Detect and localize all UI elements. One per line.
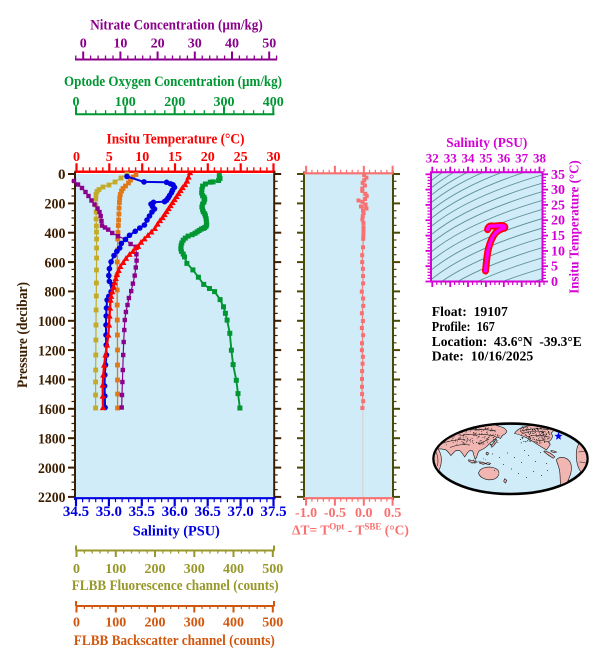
svg-text:FLBB Fluorescence channel (cou: FLBB Fluorescence channel (counts)	[72, 578, 279, 594]
svg-text:400: 400	[45, 226, 66, 242]
svg-text:400: 400	[223, 562, 244, 577]
svg-text:Insitu Temperature (°C): Insitu Temperature (°C)	[568, 160, 583, 294]
svg-text:0: 0	[73, 95, 80, 110]
svg-text:200: 200	[45, 197, 66, 213]
svg-text:200: 200	[145, 616, 166, 631]
svg-text:100: 100	[105, 616, 126, 631]
svg-text:1400: 1400	[38, 373, 66, 389]
svg-text:30: 30	[551, 183, 565, 198]
svg-text:2000: 2000	[38, 461, 66, 477]
svg-text:0: 0	[73, 150, 80, 165]
svg-text:2200: 2200	[38, 490, 66, 506]
svg-text:Salinity (PSU): Salinity (PSU)	[446, 136, 527, 151]
svg-text:300: 300	[184, 562, 205, 577]
svg-text:300: 300	[214, 95, 235, 110]
svg-text:600: 600	[45, 255, 66, 271]
svg-text:Insitu Temperature (°C): Insitu Temperature (°C)	[107, 132, 245, 148]
svg-text:0.0: 0.0	[355, 506, 373, 521]
svg-text:34.5: 34.5	[63, 504, 89, 520]
svg-text:Float: 19107: Float: 19107	[432, 305, 508, 320]
svg-text:15: 15	[551, 229, 565, 244]
svg-text:1200: 1200	[38, 343, 66, 359]
svg-text:200: 200	[164, 95, 185, 110]
svg-text:Optode Oxygen Concentration (µ: Optode Oxygen Concentration (µm/kg)	[64, 74, 282, 90]
svg-text:ΔT= TOpt - TSBE (°C): ΔT= TOpt - TSBE (°C)	[292, 522, 409, 538]
svg-text:0: 0	[73, 616, 80, 631]
svg-text:20: 20	[151, 37, 165, 52]
svg-text:20: 20	[551, 214, 565, 229]
svg-text:32: 32	[426, 151, 439, 166]
svg-text:35: 35	[479, 151, 493, 166]
svg-text:0: 0	[73, 562, 80, 577]
svg-text:Salinity (PSU): Salinity (PSU)	[133, 524, 220, 540]
svg-text:40: 40	[225, 37, 239, 52]
svg-text:Nitrate Concentration (µm/kg): Nitrate Concentration (µm/kg)	[90, 18, 263, 34]
svg-text:300: 300	[184, 616, 205, 631]
svg-text:0: 0	[58, 167, 66, 183]
svg-text:10: 10	[135, 150, 149, 165]
svg-text:800: 800	[45, 285, 66, 301]
svg-text:500: 500	[262, 562, 283, 577]
svg-text:500: 500	[262, 616, 283, 631]
svg-text:1800: 1800	[38, 431, 66, 447]
svg-text:10: 10	[113, 37, 127, 52]
svg-text:38: 38	[533, 151, 547, 166]
svg-text:400: 400	[223, 616, 244, 631]
svg-text:35.0: 35.0	[96, 504, 122, 520]
svg-text:35: 35	[551, 168, 565, 183]
svg-text:15: 15	[168, 150, 182, 165]
svg-text:-1.0: -1.0	[295, 506, 317, 521]
svg-text:25: 25	[234, 150, 248, 165]
svg-text:37.5: 37.5	[260, 504, 286, 520]
svg-text:200: 200	[145, 562, 166, 577]
svg-text:Date: 10/16/2025: Date: 10/16/2025	[432, 350, 534, 365]
svg-text:50: 50	[262, 37, 276, 52]
svg-text:0: 0	[80, 37, 87, 52]
svg-text:100: 100	[105, 562, 126, 577]
svg-text:Pressure (decibar): Pressure (decibar)	[15, 282, 31, 388]
svg-text:25: 25	[551, 198, 565, 213]
svg-text:-0.5: -0.5	[324, 506, 346, 521]
svg-text:10: 10	[551, 244, 565, 259]
svg-text:36: 36	[497, 151, 511, 166]
svg-text:36.5: 36.5	[195, 504, 221, 520]
svg-text:37.0: 37.0	[227, 504, 253, 520]
svg-text:Location: 43.6°N -39.3°E: Location: 43.6°N -39.3°E	[432, 335, 582, 350]
svg-text:Profile: 167: Profile: 167	[432, 320, 495, 335]
svg-text:0.5: 0.5	[384, 506, 402, 521]
svg-text:100: 100	[115, 95, 136, 110]
svg-text:5: 5	[106, 150, 113, 165]
svg-text:34: 34	[462, 151, 476, 166]
svg-text:FLBB Backscatter channel (coun: FLBB Backscatter channel (counts)	[74, 633, 275, 649]
svg-text:35.5: 35.5	[129, 504, 155, 520]
svg-text:20: 20	[201, 150, 215, 165]
svg-text:1000: 1000	[38, 314, 66, 330]
svg-text:5: 5	[551, 260, 558, 275]
svg-text:0: 0	[551, 275, 558, 290]
svg-text:30: 30	[267, 150, 281, 165]
svg-text:37: 37	[515, 151, 529, 166]
svg-text:400: 400	[263, 95, 284, 110]
svg-text:33: 33	[444, 151, 458, 166]
svg-text:36.0: 36.0	[162, 504, 188, 520]
svg-text:30: 30	[188, 37, 202, 52]
svg-text:1600: 1600	[38, 402, 66, 418]
